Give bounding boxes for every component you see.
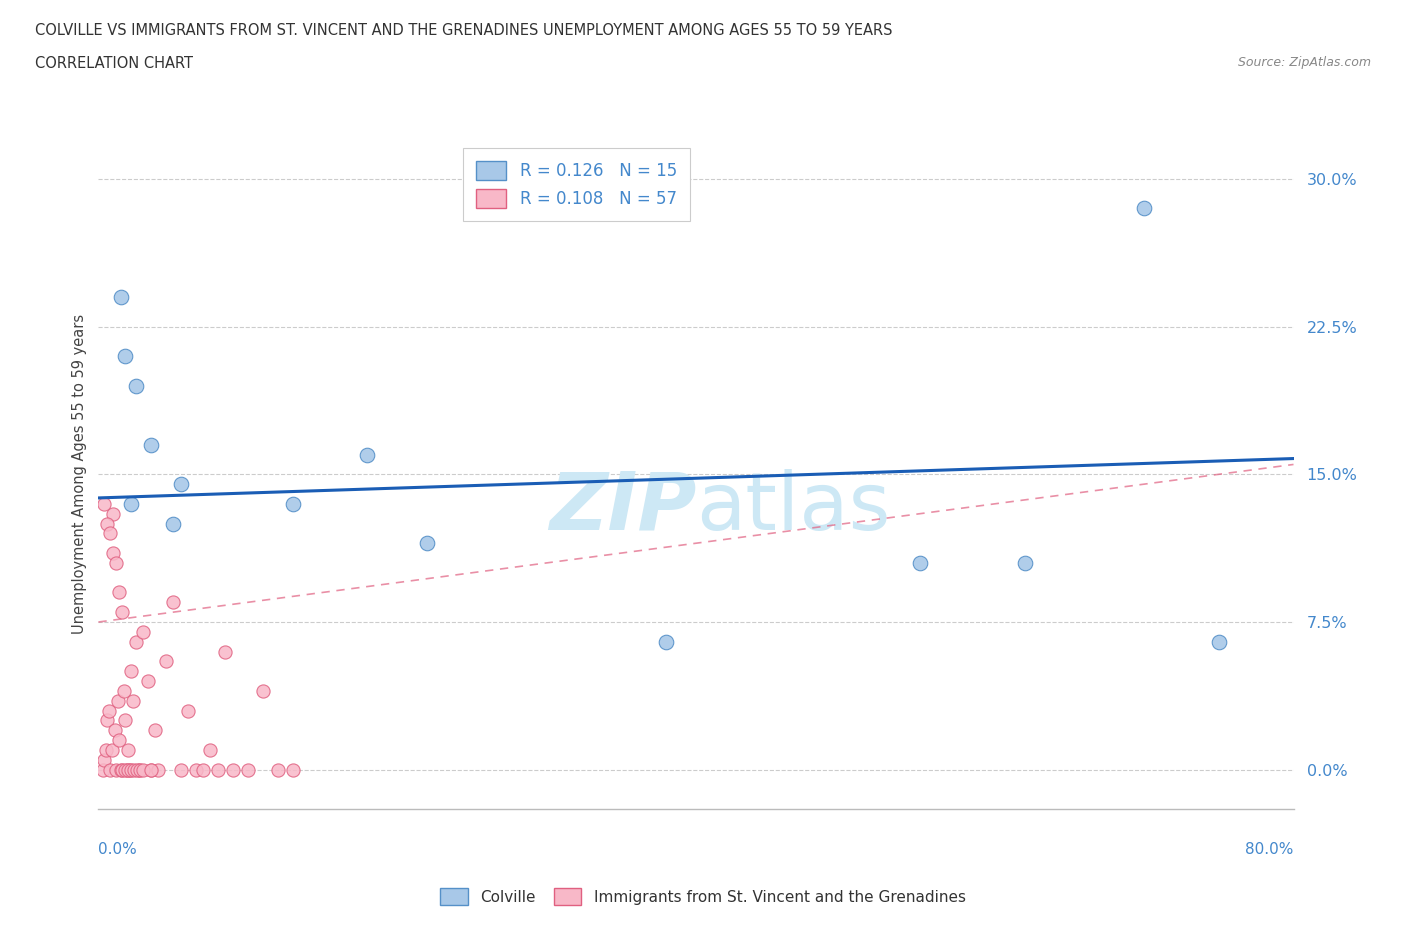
Point bbox=[139, 763, 162, 777]
Point bbox=[356, 447, 378, 462]
Point bbox=[139, 763, 162, 777]
Point bbox=[114, 713, 136, 728]
Point bbox=[120, 664, 142, 679]
Text: Source: ZipAtlas.com: Source: ZipAtlas.com bbox=[1237, 56, 1371, 69]
Legend: Colville, Immigrants from St. Vincent and the Grenadines: Colville, Immigrants from St. Vincent an… bbox=[433, 880, 973, 913]
Y-axis label: Unemployment Among Ages 55 to 59 years: Unemployment Among Ages 55 to 59 years bbox=[72, 314, 87, 634]
Point bbox=[191, 763, 214, 777]
Point bbox=[128, 763, 150, 777]
Text: COLVILLE VS IMMIGRANTS FROM ST. VINCENT AND THE GRENADINES UNEMPLOYMENT AMONG AG: COLVILLE VS IMMIGRANTS FROM ST. VINCENT … bbox=[35, 23, 893, 38]
Point bbox=[655, 634, 678, 649]
Point bbox=[118, 763, 141, 777]
Point bbox=[91, 763, 114, 777]
Point bbox=[139, 437, 162, 452]
Point bbox=[169, 763, 191, 777]
Point bbox=[281, 497, 304, 512]
Legend: R = 0.126   N = 15, R = 0.108   N = 57: R = 0.126 N = 15, R = 0.108 N = 57 bbox=[463, 148, 690, 221]
Point bbox=[200, 742, 222, 757]
Point bbox=[111, 763, 134, 777]
Point bbox=[143, 723, 166, 737]
Point bbox=[222, 763, 245, 777]
Point bbox=[125, 379, 148, 393]
Point bbox=[93, 752, 115, 767]
Text: 80.0%: 80.0% bbox=[1246, 842, 1294, 857]
Point bbox=[98, 763, 122, 777]
Point bbox=[252, 684, 274, 698]
Point bbox=[207, 763, 229, 777]
Point bbox=[104, 723, 127, 737]
Point bbox=[121, 694, 143, 709]
Point bbox=[136, 673, 159, 688]
Point bbox=[267, 763, 290, 777]
Point bbox=[107, 694, 129, 709]
Point bbox=[114, 763, 136, 777]
Point bbox=[162, 516, 184, 531]
Point bbox=[127, 763, 149, 777]
Point bbox=[103, 546, 125, 561]
Point bbox=[117, 763, 139, 777]
Point bbox=[1133, 201, 1156, 216]
Point bbox=[132, 624, 155, 639]
Point bbox=[96, 516, 118, 531]
Point bbox=[214, 644, 236, 659]
Point bbox=[115, 763, 138, 777]
Point bbox=[155, 654, 177, 669]
Point bbox=[162, 595, 184, 610]
Point bbox=[117, 742, 139, 757]
Point bbox=[108, 585, 131, 600]
Point bbox=[96, 713, 118, 728]
Point bbox=[103, 506, 125, 521]
Point bbox=[169, 477, 191, 492]
Text: atlas: atlas bbox=[696, 469, 890, 547]
Point bbox=[416, 536, 439, 551]
Text: 0.0%: 0.0% bbox=[98, 842, 138, 857]
Point bbox=[129, 763, 152, 777]
Point bbox=[112, 684, 135, 698]
Point bbox=[120, 763, 142, 777]
Point bbox=[281, 763, 304, 777]
Point bbox=[148, 763, 170, 777]
Point bbox=[908, 555, 931, 570]
Point bbox=[124, 763, 146, 777]
Point bbox=[132, 763, 155, 777]
Point bbox=[236, 763, 259, 777]
Point bbox=[177, 703, 200, 718]
Point bbox=[94, 742, 117, 757]
Point bbox=[1014, 555, 1036, 570]
Point bbox=[125, 634, 148, 649]
Point bbox=[110, 763, 132, 777]
Point bbox=[108, 733, 131, 748]
Point bbox=[184, 763, 207, 777]
Point bbox=[120, 497, 142, 512]
Point bbox=[114, 349, 136, 364]
Point bbox=[98, 526, 122, 541]
Text: CORRELATION CHART: CORRELATION CHART bbox=[35, 56, 193, 71]
Text: ZIP: ZIP bbox=[548, 469, 696, 547]
Point bbox=[1208, 634, 1230, 649]
Point bbox=[110, 289, 132, 304]
Point bbox=[93, 497, 115, 512]
Point bbox=[111, 604, 134, 619]
Point bbox=[97, 703, 120, 718]
Point bbox=[101, 742, 124, 757]
Point bbox=[105, 555, 128, 570]
Point bbox=[105, 763, 128, 777]
